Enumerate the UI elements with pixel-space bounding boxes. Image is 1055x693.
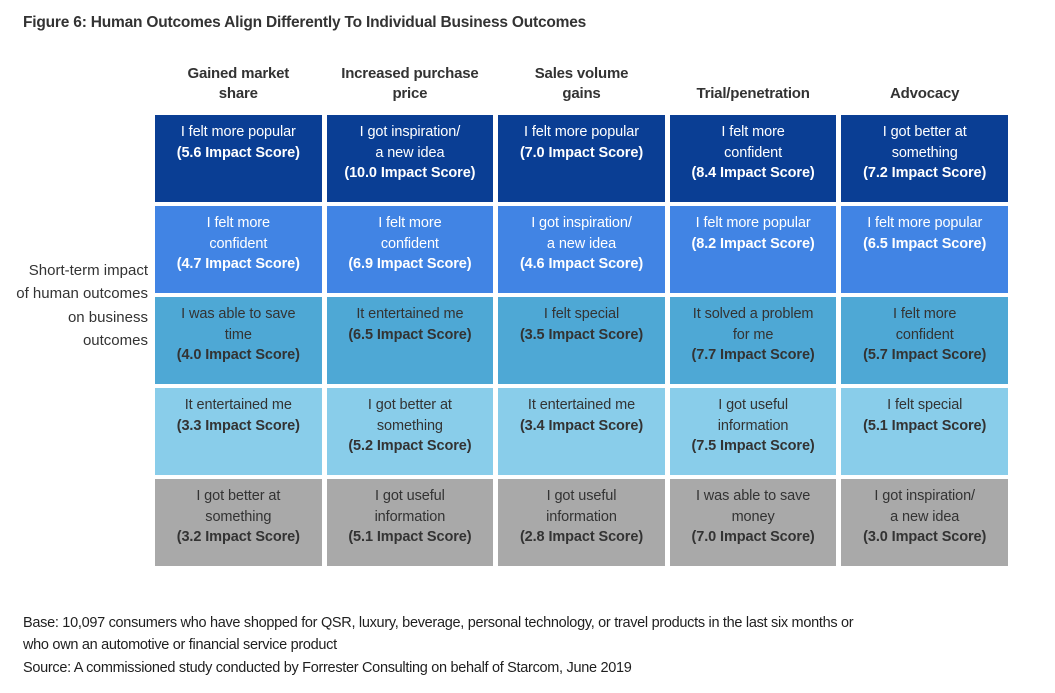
- column-header: Gained market share: [187, 64, 290, 102]
- human-outcome-label: I got better at something: [196, 488, 281, 525]
- human-outcome-label: I felt more confident: [378, 215, 442, 252]
- matrix-cell: I felt more confident (5.7 Impact Score): [841, 297, 1008, 384]
- impact-score-label: (5.1 Impact Score): [863, 417, 987, 434]
- human-outcome-label: I got useful information: [717, 397, 789, 434]
- impact-score-label: (4.0 Impact Score): [176, 347, 300, 364]
- matrix-cell: I felt more confident (6.9 Impact Score): [326, 206, 494, 293]
- column-header: Sales volume gains: [534, 64, 629, 102]
- matrix-row: I felt more popular (5.6 Impact Score) I g…: [155, 115, 1008, 202]
- impact-score-label: (3.0 Impact Score): [863, 529, 987, 546]
- matrix-cell: I got useful information (2.8 Impact Scor…: [498, 479, 665, 566]
- human-outcome-label: It entertained me: [356, 306, 464, 322]
- matrix-cell: I felt more popular (7.0 Impact Score): [498, 115, 665, 202]
- matrix-cell: I felt special (5.1 Impact Score): [841, 388, 1008, 475]
- matrix-cell: I felt more popular (6.5 Impact Score): [841, 206, 1008, 293]
- human-outcome-label: I was able to save money: [695, 488, 811, 525]
- matrix-cell: I felt more popular (8.2 Impact Score): [669, 206, 837, 293]
- human-outcome-label: I got inspiration/ a new idea: [874, 488, 975, 525]
- human-outcome-label: I felt more popular: [180, 124, 296, 140]
- impact-score-label: (10.0 Impact Score): [344, 165, 476, 182]
- matrix-row: It entertained me (3.3 Impact Score) I got…: [155, 388, 1008, 475]
- matrix-cell: I felt special (3.5 Impact Score): [498, 297, 665, 384]
- matrix-cell: I got better at something (3.2 Impact Sco…: [155, 479, 322, 566]
- human-outcome-label: It entertained me: [184, 397, 292, 413]
- row-axis-label: Short-term impact of human outcomes on b…: [16, 262, 148, 349]
- matrix-cell: I felt more confident (4.7 Impact Score): [155, 206, 322, 293]
- impact-score-label: (6.5 Impact Score): [863, 235, 987, 252]
- figure-footnotes: Base: 10,097 consumers who have shopped …: [23, 612, 1035, 679]
- matrix-cell: It solved a problem for me (7.7 Impact Sc…: [669, 297, 837, 384]
- impact-score-label: (4.6 Impact Score): [519, 256, 644, 273]
- matrix-cell: I was able to save money (7.0 Impact Scor…: [669, 479, 837, 566]
- human-outcome-label: I felt more confident: [893, 306, 957, 343]
- impact-score-label: (3.3 Impact Score): [176, 417, 300, 434]
- matrix-cell: It entertained me (3.3 Impact Score): [155, 388, 322, 475]
- human-outcome-label: I got inspiration/ a new idea: [531, 215, 632, 252]
- impact-score-label: (8.2 Impact Score): [691, 235, 815, 252]
- human-outcome-label: I felt more popular: [524, 124, 639, 140]
- figure-title: Figure 6: Human Outcomes Align Different…: [23, 14, 587, 31]
- impact-score-label: (3.2 Impact Score): [176, 529, 300, 546]
- matrix-cell: I got useful information (7.5 Impact Scor…: [669, 388, 837, 475]
- human-outcome-label: It solved a problem for me: [692, 306, 814, 343]
- matrix-body: I felt more popular (5.6 Impact Score) I g…: [155, 115, 1008, 566]
- matrix-cell: I got inspiration/ a new idea (3.0 Impact…: [841, 479, 1008, 566]
- impact-score-label: (3.5 Impact Score): [519, 326, 644, 343]
- matrix-cell: I got inspiration/ a new idea (4.6 Impact…: [498, 206, 665, 293]
- human-outcome-label: I felt special: [543, 306, 620, 322]
- impact-score-label: (7.5 Impact Score): [691, 438, 815, 455]
- matrix-cell: I got better at something (7.2 Impact Sco…: [841, 115, 1008, 202]
- matrix-cell: I felt more popular (5.6 Impact Score): [155, 115, 322, 202]
- human-outcome-label: It entertained me: [527, 397, 636, 413]
- impact-score-label: (7.7 Impact Score): [691, 347, 815, 364]
- impact-score-label: (5.7 Impact Score): [863, 347, 987, 364]
- impact-score-label: (6.5 Impact Score): [348, 326, 472, 343]
- human-outcome-label: I got inspiration/ a new idea: [359, 124, 461, 161]
- source-note: Source: A commissioned study conducted b…: [23, 659, 632, 676]
- matrix-row: I got better at something (3.2 Impact Sco…: [155, 479, 1008, 566]
- human-outcome-label: I felt special: [887, 397, 963, 413]
- human-outcome-label: I got better at something: [882, 124, 967, 161]
- matrix-cell: It entertained me (3.4 Impact Score): [498, 388, 665, 475]
- matrix-cell: It entertained me (6.5 Impact Score): [326, 297, 494, 384]
- matrix-row: I felt more confident (4.7 Impact Score) I…: [155, 206, 1008, 293]
- matrix-header-row: Gained market share Increased purchase pr…: [155, 52, 1008, 110]
- column-header: Trial/penetration: [696, 84, 810, 102]
- human-outcome-label: I felt more popular: [867, 215, 983, 231]
- impact-score-label: (3.4 Impact Score): [519, 417, 644, 434]
- human-outcome-label: I felt more confident: [721, 124, 785, 161]
- matrix-grid: Gained market share Increased purchase pr…: [155, 52, 1008, 570]
- column-header: Increased purchase price: [341, 64, 479, 102]
- impact-score-label: (2.8 Impact Score): [519, 529, 644, 546]
- impact-score-label: (7.2 Impact Score): [863, 165, 987, 182]
- human-outcome-label: I was able to save time: [181, 306, 296, 343]
- column-header: Advocacy: [890, 84, 960, 102]
- base-note: Base: 10,097 consumers who have shopped …: [23, 615, 854, 654]
- impact-score-label: (5.1 Impact Score): [348, 529, 472, 546]
- matrix-cell: I got useful information (5.1 Impact Scor…: [326, 479, 494, 566]
- human-outcome-label: I felt more popular: [695, 215, 811, 231]
- impact-score-label: (7.0 Impact Score): [519, 144, 644, 161]
- human-outcome-label: I felt more confident: [206, 215, 270, 252]
- matrix-cell: I felt more confident (8.4 Impact Score): [669, 115, 837, 202]
- matrix-cell: I was able to save time (4.0 Impact Score…: [155, 297, 322, 384]
- impact-score-label: (4.7 Impact Score): [176, 256, 300, 273]
- impact-score-label: (8.4 Impact Score): [691, 165, 815, 182]
- impact-score-label: (7.0 Impact Score): [691, 529, 815, 546]
- impact-score-label: (5.2 Impact Score): [348, 438, 472, 455]
- human-outcome-label: I got useful information: [546, 488, 617, 525]
- matrix-cell: I got inspiration/ a new idea (10.0 Impac…: [326, 115, 494, 202]
- matrix-row: I was able to save time (4.0 Impact Score…: [155, 297, 1008, 384]
- human-outcome-label: I got useful information: [374, 488, 446, 525]
- matrix-cell: I got better at something (5.2 Impact Sco…: [326, 388, 494, 475]
- human-outcome-label: I got better at something: [367, 397, 452, 434]
- impact-score-label: (6.9 Impact Score): [348, 256, 472, 273]
- impact-score-label: (5.6 Impact Score): [176, 144, 300, 161]
